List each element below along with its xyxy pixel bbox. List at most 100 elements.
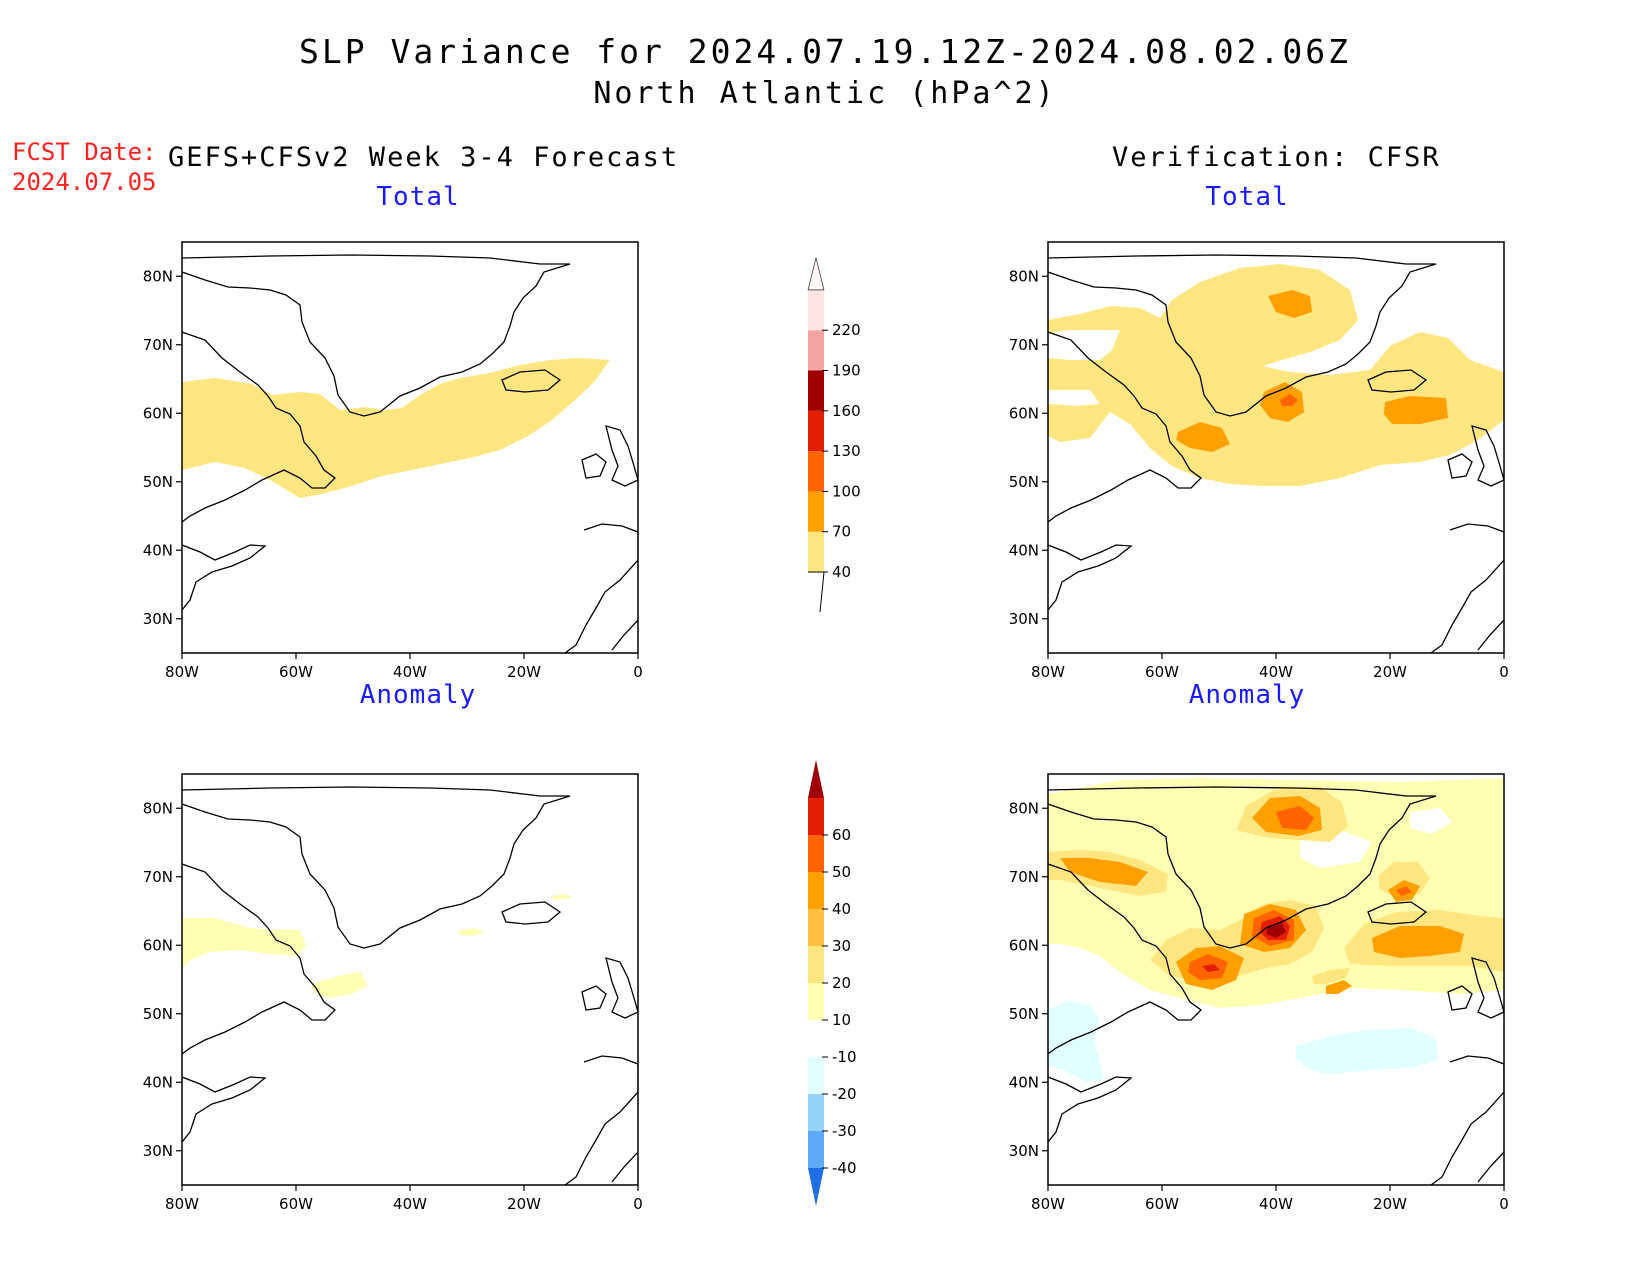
total-colorbar: 40 70 100 130 160 190 220 xyxy=(807,257,861,613)
greenland-coast xyxy=(1048,254,1437,417)
great-britain-coast xyxy=(1471,957,1504,1019)
canada-coast xyxy=(1048,863,1202,1055)
colorbar-level-label: -20 xyxy=(832,1085,857,1103)
anomaly-10-20-shading xyxy=(182,918,306,968)
africa-coast xyxy=(611,619,638,651)
lon-tick-label: 0 xyxy=(633,663,643,681)
lat-tick-label: 70N xyxy=(1009,868,1039,886)
great-britain-coast xyxy=(1471,425,1504,487)
lat-tick-label: 60N xyxy=(143,404,173,422)
colorbar-box xyxy=(808,1057,824,1094)
lat-tick-label: 30N xyxy=(1009,610,1039,628)
anomaly-30-40-shading xyxy=(1060,858,1148,886)
anomaly-negative-10-shading xyxy=(1048,1000,1104,1082)
ireland-coast xyxy=(1447,453,1473,479)
lat-tick-label: 50N xyxy=(143,1005,173,1023)
lat-tick-label: 50N xyxy=(143,473,173,491)
colorbar-level-label: -30 xyxy=(832,1122,857,1140)
lat-tick-label: 60N xyxy=(1009,936,1039,954)
ireland-coast xyxy=(581,453,607,479)
colorbar-box xyxy=(808,1020,824,1057)
colorbar-level-label: 160 xyxy=(832,402,861,420)
anomaly-near-zero-shading xyxy=(1410,808,1452,834)
lat-tick-label: 40N xyxy=(143,1073,173,1091)
lon-tick-label: 80W xyxy=(1031,1195,1065,1213)
lon-tick-label: 60W xyxy=(1145,1195,1179,1213)
colorbar-level-label: 190 xyxy=(832,362,861,380)
colorbar-box xyxy=(808,289,824,331)
lon-tick-label: 20W xyxy=(507,1195,541,1213)
colorbar-box xyxy=(808,531,824,572)
lat-tick-label: 40N xyxy=(143,541,173,559)
variance-70-100-shading xyxy=(1268,290,1312,318)
forecast-date-value: 2024.07.05 xyxy=(12,168,157,196)
anomaly-20-30-shading xyxy=(1312,968,1350,984)
iberia-coast xyxy=(1430,523,1504,653)
colorbar-end-triangle xyxy=(808,760,824,798)
fc-total-map xyxy=(182,254,638,653)
lon-tick-label: 40W xyxy=(1259,663,1293,681)
colorbar-level-label: 40 xyxy=(832,900,851,918)
great-britain-coast xyxy=(605,957,638,1019)
colorbar-box xyxy=(808,835,824,872)
lon-tick-label: 40W xyxy=(393,663,427,681)
lon-tick-label: 0 xyxy=(633,1195,643,1213)
lon-tick-label: 40W xyxy=(1259,1195,1293,1213)
lat-tick-label: 80N xyxy=(143,267,173,285)
coastlines xyxy=(182,786,638,1185)
lon-tick-label: 40W xyxy=(393,1195,427,1213)
colorbar-level-label: 130 xyxy=(832,442,861,460)
ver-anomaly-map xyxy=(1048,778,1504,1185)
colorbar-box xyxy=(808,798,824,835)
greenland-coast xyxy=(1048,786,1437,949)
variance-40-70-shading xyxy=(1048,264,1504,486)
africa-coast xyxy=(1477,1151,1504,1183)
anomaly-30-40-shading xyxy=(1372,926,1464,958)
variance-70-100-shading xyxy=(1384,396,1448,424)
forecast-date-label: FCST Date: xyxy=(12,138,157,166)
forecast-column-header: GEFS+CFSv2 Week 3-4 Forecast xyxy=(168,142,680,173)
iberia-coast xyxy=(1430,1055,1504,1185)
lon-tick-label: 60W xyxy=(1145,663,1179,681)
lat-tick-label: 60N xyxy=(1009,404,1039,422)
coastlines xyxy=(182,254,638,653)
chart-subtitle: North Atlantic (hPa^2) xyxy=(593,76,1057,111)
colorbar-level-label: 60 xyxy=(832,826,851,844)
africa-coast xyxy=(611,1151,638,1183)
lat-tick-label: 50N xyxy=(1009,473,1039,491)
fc-anomaly-frame xyxy=(181,773,639,1186)
ireland-coast xyxy=(1447,985,1473,1011)
colorbar-box xyxy=(808,872,824,909)
lat-tick-label: 80N xyxy=(143,799,173,817)
colorbar-level-label: 220 xyxy=(832,321,861,339)
colorbar-box xyxy=(808,451,824,492)
lat-tick-label: 50N xyxy=(1009,1005,1039,1023)
lat-tick-label: 30N xyxy=(1009,1142,1039,1160)
lat-tick-label: 70N xyxy=(143,336,173,354)
colorbar-end-triangle xyxy=(808,1168,824,1206)
lat-tick-label: 30N xyxy=(143,610,173,628)
lat-tick-label: 80N xyxy=(1009,799,1039,817)
anomaly-negative-10-shading xyxy=(1296,1028,1438,1074)
anomaly-colorbar: -40 -30 -20 -10 10 20 30 40 50 60 xyxy=(808,760,857,1206)
canada-coast xyxy=(182,863,336,1055)
lat-tick-label: 30N xyxy=(143,1142,173,1160)
lon-tick-label: 60W xyxy=(279,663,313,681)
colorbar-box xyxy=(808,370,824,411)
colorbar-level-label: 30 xyxy=(832,937,851,955)
colorbar-level-label: -40 xyxy=(832,1159,857,1177)
nova-scotia-coast xyxy=(182,544,267,611)
colorbar-box xyxy=(808,330,824,371)
anomaly-50-60-shading xyxy=(1202,964,1220,972)
variance-40-70-shading xyxy=(182,358,610,498)
anomaly-40-50-shading xyxy=(1396,886,1412,896)
nova-scotia-coast xyxy=(1048,544,1133,611)
lon-tick-label: 20W xyxy=(1373,1195,1407,1213)
greenland-coast xyxy=(182,254,571,417)
lon-tick-label: 0 xyxy=(1499,663,1509,681)
greenland-coast xyxy=(182,786,571,949)
lat-tick-label: 40N xyxy=(1009,1073,1039,1091)
ver-anomaly-panel-title: Anomaly xyxy=(1188,680,1306,710)
canada-coast xyxy=(1048,331,1202,523)
